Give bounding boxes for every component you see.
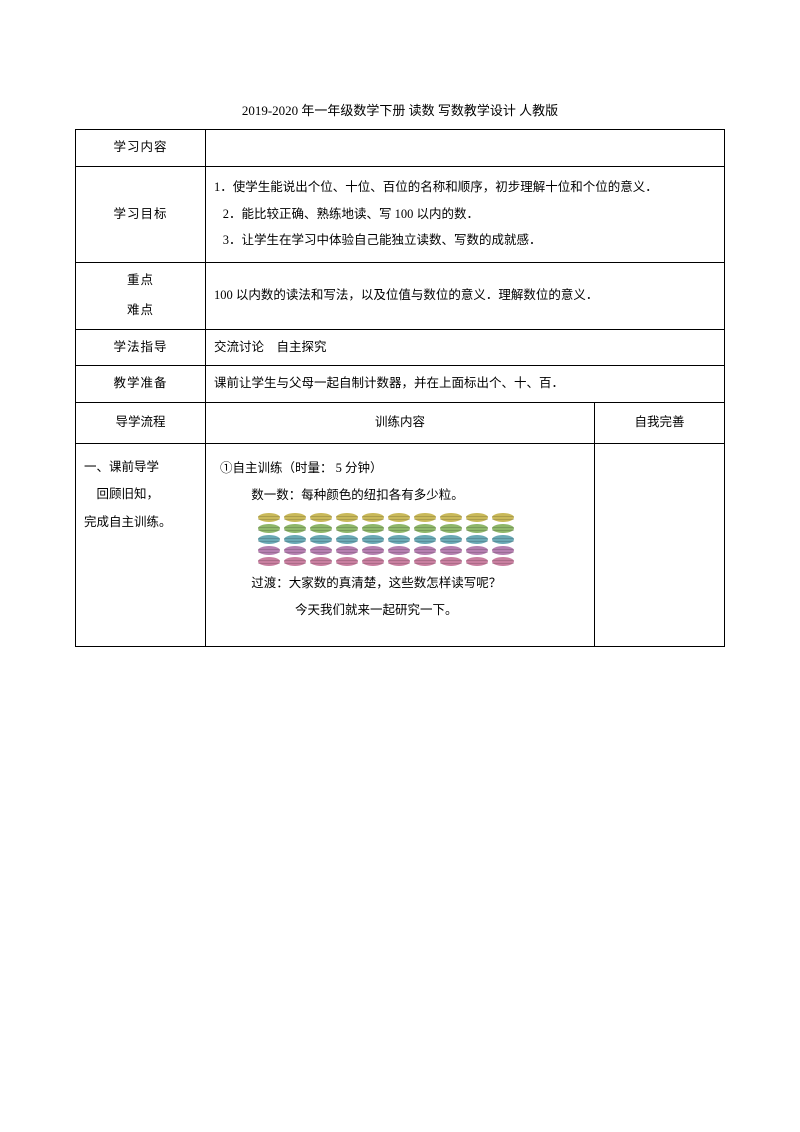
button-icon xyxy=(310,524,332,533)
button-icon xyxy=(388,524,410,533)
button-icon xyxy=(258,524,280,533)
button-icon xyxy=(310,513,332,522)
prep-value: 课前让学生与父母一起自制计数器，并在上面标出个、十、百． xyxy=(206,366,725,403)
keypoints-label-1: 重点 xyxy=(127,269,154,293)
button-icon xyxy=(414,535,436,544)
table-row: 学习内容 xyxy=(76,130,725,167)
button-grid-image xyxy=(258,513,581,566)
training-cell: ①自主训练（时量： 5 分钟） 数一数：每种颜色的纽扣各有多少粒。 过渡：大家数… xyxy=(206,443,595,646)
button-icon xyxy=(258,513,280,522)
button-icon xyxy=(388,546,410,555)
flow-step-3: 完成自主训练。 xyxy=(84,515,172,529)
button-icon xyxy=(388,557,410,566)
table-row: 学法指导 交流讨论 自主探究 xyxy=(76,329,725,366)
button-row xyxy=(258,546,581,555)
button-icon xyxy=(362,546,384,555)
button-icon xyxy=(466,535,488,544)
button-icon xyxy=(492,513,514,522)
flow-left-cell: 一、课前导学 回顾旧知， 完成自主训练。 xyxy=(76,443,206,646)
goals-cell: 1．使学生能说出个位、十位、百位的名称和顺序，初步理解十位和个位的意义． 2．能… xyxy=(206,166,725,262)
button-icon xyxy=(310,535,332,544)
button-icon xyxy=(258,557,280,566)
button-icon xyxy=(440,557,462,566)
button-row xyxy=(258,535,581,544)
goals-label: 学习目标 xyxy=(76,166,206,262)
button-icon xyxy=(466,513,488,522)
button-icon xyxy=(362,513,384,522)
button-icon xyxy=(284,535,306,544)
button-icon xyxy=(466,557,488,566)
button-icon xyxy=(336,546,358,555)
button-icon xyxy=(284,557,306,566)
button-icon xyxy=(362,524,384,533)
flow-step-1: 一、课前导学 xyxy=(84,460,159,474)
button-icon xyxy=(284,546,306,555)
flow-step-2: 回顾旧知， xyxy=(84,481,197,509)
prep-label: 教学准备 xyxy=(76,366,206,403)
method-value: 交流讨论 自主探究 xyxy=(206,329,725,366)
button-icon xyxy=(414,557,436,566)
method-label: 学法指导 xyxy=(76,329,206,366)
keypoints-label-2: 难点 xyxy=(127,299,154,323)
button-row xyxy=(258,557,581,566)
button-icon xyxy=(440,524,462,533)
button-icon xyxy=(466,524,488,533)
improve-cell xyxy=(595,443,725,646)
training-line: 过渡：大家数的真清楚，这些数怎样读写呢？ xyxy=(220,572,580,596)
button-icon xyxy=(492,546,514,555)
table-row: 学习目标 1．使学生能说出个位、十位、百位的名称和顺序，初步理解十位和个位的意义… xyxy=(76,166,725,262)
table-row: 一、课前导学 回顾旧知， 完成自主训练。 ①自主训练（时量： 5 分钟） 数一数… xyxy=(76,443,725,646)
button-icon xyxy=(310,557,332,566)
training-line: 数一数：每种颜色的纽扣各有多少粒。 xyxy=(220,484,580,508)
button-icon xyxy=(492,557,514,566)
button-icon xyxy=(388,513,410,522)
button-icon xyxy=(284,513,306,522)
button-icon xyxy=(414,524,436,533)
keypoints-value: 100 以内数的读法和写法，以及位值与数位的意义．理解数位的意义． xyxy=(206,263,725,330)
training-line: 今天我们就来一起研究一下。 xyxy=(220,599,580,623)
table-row: 导学流程 训练内容 自我完善 xyxy=(76,403,725,444)
training-header-cell: 训练内容 xyxy=(206,403,595,444)
goal-item: 1．使学生能说出个位、十位、百位的名称和顺序，初步理解十位和个位的意义． xyxy=(214,176,716,200)
improve-header-cell: 自我完善 xyxy=(595,403,725,444)
button-icon xyxy=(440,546,462,555)
button-icon xyxy=(336,513,358,522)
button-icon xyxy=(414,546,436,555)
button-icon xyxy=(388,535,410,544)
lesson-plan-table: 学习内容 学习目标 1．使学生能说出个位、十位、百位的名称和顺序，初步理解十位和… xyxy=(75,129,725,647)
button-icon xyxy=(336,557,358,566)
button-icon xyxy=(336,524,358,533)
button-icon xyxy=(310,546,332,555)
keypoints-label: 重点 难点 xyxy=(76,263,206,330)
button-icon xyxy=(492,524,514,533)
button-icon xyxy=(284,524,306,533)
goal-item: 2．能比较正确、熟练地读、写 100 以内的数． xyxy=(214,203,716,227)
button-icon xyxy=(362,557,384,566)
table-row: 重点 难点 100 以内数的读法和写法，以及位值与数位的意义．理解数位的意义． xyxy=(76,263,725,330)
table-row: 教学准备 课前让学生与父母一起自制计数器，并在上面标出个、十、百． xyxy=(76,366,725,403)
button-icon xyxy=(258,546,280,555)
button-icon xyxy=(362,535,384,544)
button-icon xyxy=(414,513,436,522)
button-row xyxy=(258,513,581,522)
button-icon xyxy=(440,513,462,522)
flow-header-cell: 导学流程 xyxy=(76,403,206,444)
button-icon xyxy=(258,535,280,544)
button-icon xyxy=(440,535,462,544)
content-value xyxy=(206,130,725,167)
button-icon xyxy=(492,535,514,544)
button-row xyxy=(258,524,581,533)
button-icon xyxy=(336,535,358,544)
goal-item: 3．让学生在学习中体验自己能独立读数、写数的成就感． xyxy=(214,229,716,253)
content-label: 学习内容 xyxy=(76,130,206,167)
button-icon xyxy=(466,546,488,555)
page-title: 2019-2020 年一年级数学下册 读数 写数教学设计 人教版 xyxy=(75,100,725,119)
training-line: ①自主训练（时量： 5 分钟） xyxy=(220,457,580,481)
